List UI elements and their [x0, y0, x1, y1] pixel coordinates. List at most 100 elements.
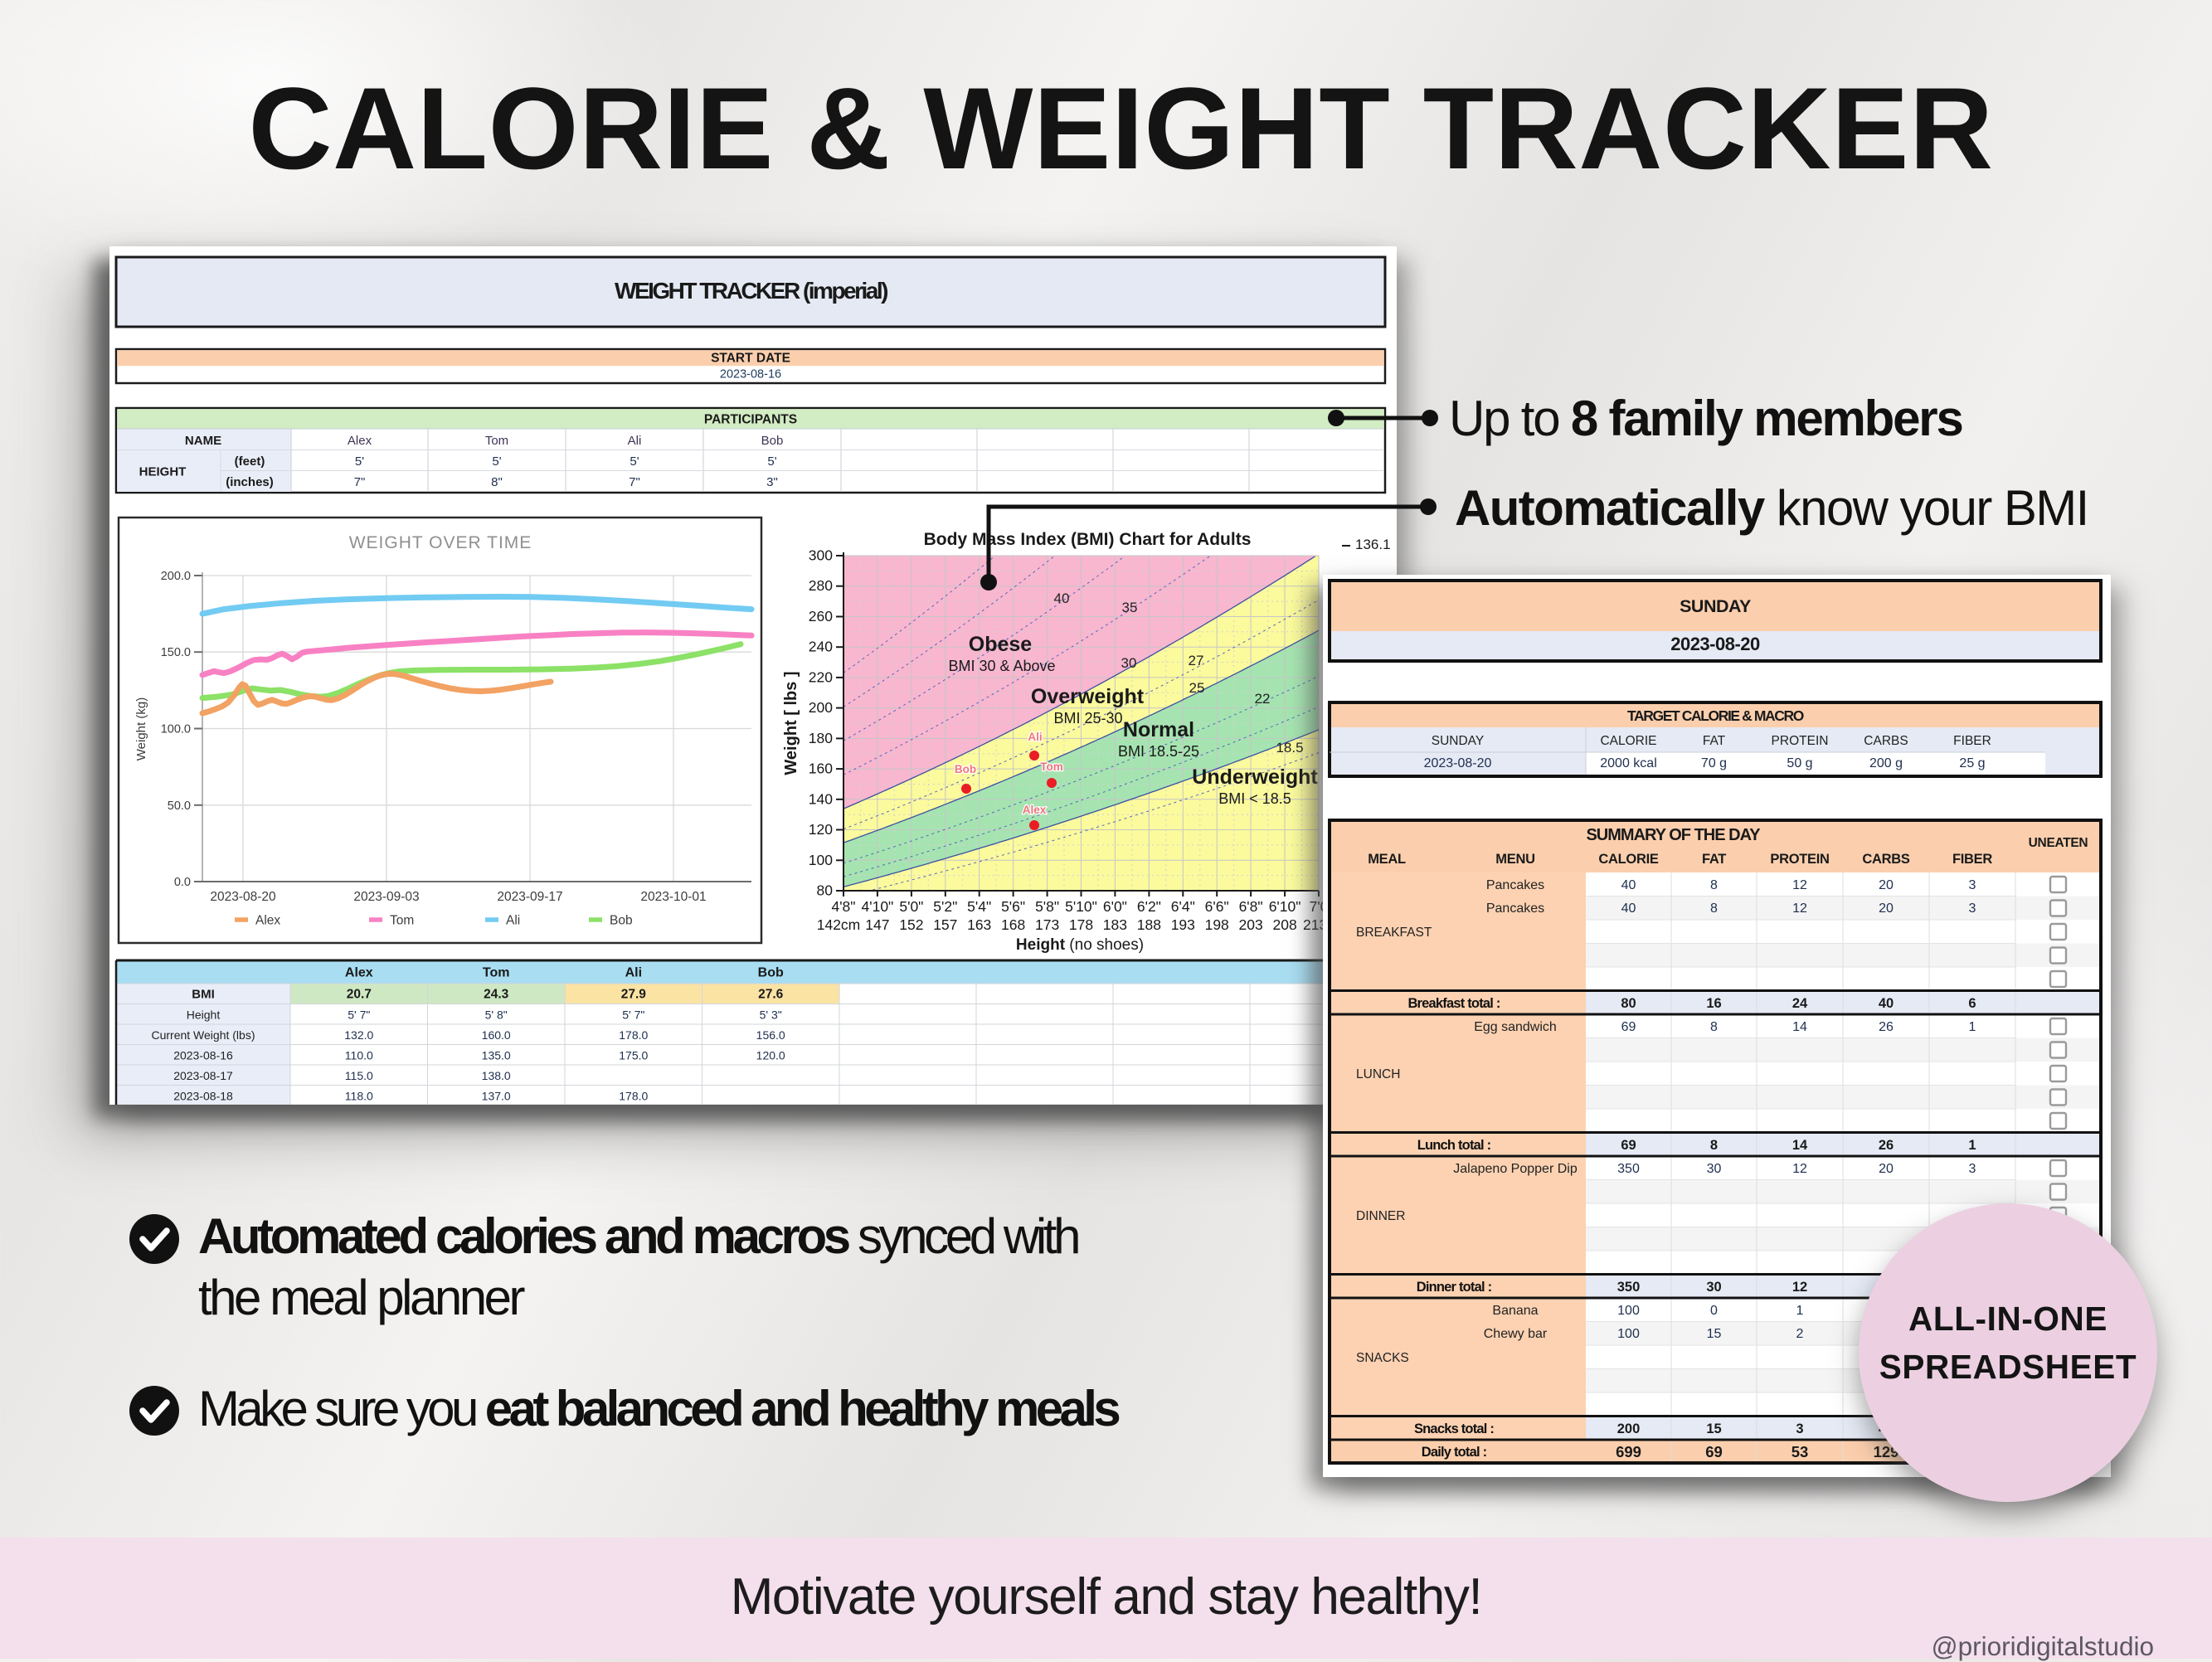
- svg-text:5': 5': [630, 454, 639, 469]
- svg-text:350: 350: [1617, 1280, 1641, 1295]
- svg-text:2: 2: [1796, 1327, 1804, 1341]
- svg-text:163: 163: [967, 916, 991, 933]
- svg-text:280: 280: [809, 577, 833, 594]
- svg-text:25 g: 25 g: [1959, 756, 1985, 770]
- svg-text:Chewy bar: Chewy bar: [1484, 1327, 1548, 1341]
- svg-text:2023-09-17: 2023-09-17: [497, 890, 562, 904]
- svg-text:5'8": 5'8": [1035, 898, 1059, 915]
- svg-text:30: 30: [1121, 655, 1137, 671]
- svg-text:UNEATEN: UNEATEN: [2029, 836, 2088, 850]
- svg-text:118.0: 118.0: [345, 1090, 373, 1103]
- svg-text:3: 3: [1969, 878, 1976, 892]
- svg-text:30: 30: [1707, 1162, 1722, 1176]
- svg-text:Bob: Bob: [610, 914, 633, 928]
- svg-text:Underweight: Underweight: [1192, 765, 1318, 789]
- svg-text:100: 100: [1617, 1327, 1640, 1341]
- svg-text:136.1: 136.1: [1355, 537, 1391, 552]
- svg-text:Weight [ lbs ]: Weight [ lbs ]: [782, 671, 800, 775]
- svg-text:175.0: 175.0: [619, 1049, 648, 1062]
- svg-text:Alex: Alex: [348, 434, 372, 448]
- svg-text:8: 8: [1710, 1138, 1718, 1153]
- svg-text:150.0: 150.0: [161, 646, 191, 659]
- svg-text:5'2": 5'2": [933, 898, 957, 915]
- svg-text:3: 3: [1969, 1162, 1976, 1176]
- svg-text:2023-08-17: 2023-08-17: [173, 1069, 233, 1082]
- svg-text:5': 5': [355, 454, 364, 469]
- svg-text:CALORIE: CALORIE: [1600, 734, 1656, 748]
- svg-text:260: 260: [809, 608, 833, 624]
- svg-text:14: 14: [1792, 1020, 1807, 1034]
- svg-text:Tom: Tom: [390, 914, 414, 928]
- svg-text:CARBS: CARBS: [1862, 852, 1909, 867]
- svg-text:80: 80: [817, 882, 834, 899]
- svg-text:132.0: 132.0: [344, 1028, 373, 1042]
- svg-text:4'8": 4'8": [831, 898, 855, 915]
- svg-text:WEIGHT TRACKER (imperial): WEIGHT TRACKER (imperial): [615, 278, 887, 304]
- svg-text:40: 40: [1879, 996, 1894, 1011]
- svg-text:69: 69: [1705, 1443, 1723, 1460]
- svg-text:2023-08-20: 2023-08-20: [1424, 756, 1492, 770]
- svg-text:Ali: Ali: [1028, 731, 1042, 743]
- svg-text:PROTEIN: PROTEIN: [1770, 852, 1829, 867]
- svg-text:12: 12: [1792, 901, 1807, 916]
- svg-text:8: 8: [1710, 878, 1718, 892]
- svg-text:SUNDAY: SUNDAY: [1432, 734, 1484, 748]
- svg-text:40: 40: [1621, 878, 1636, 892]
- svg-text:5' 3": 5' 3": [760, 1008, 782, 1022]
- svg-text:0.0: 0.0: [174, 876, 191, 889]
- svg-text:Bob: Bob: [758, 966, 784, 980]
- svg-text:137.0: 137.0: [482, 1090, 511, 1103]
- svg-text:Body Mass Index (BMI) Chart fo: Body Mass Index (BMI) Chart for Adults: [924, 530, 1252, 549]
- svg-text:138.0: 138.0: [482, 1069, 511, 1082]
- svg-text:160.0: 160.0: [482, 1028, 511, 1042]
- svg-text:100: 100: [809, 852, 833, 868]
- svg-text:SUNDAY: SUNDAY: [1680, 596, 1751, 616]
- svg-text:TARGET CALORIE & MACRO: TARGET CALORIE & MACRO: [1627, 707, 1804, 724]
- svg-text:147: 147: [865, 916, 889, 933]
- svg-text:DINNER: DINNER: [1356, 1209, 1405, 1223]
- svg-text:80: 80: [1621, 996, 1636, 1011]
- svg-text:6'10": 6'10": [1269, 898, 1301, 915]
- svg-text:Normal: Normal: [1123, 718, 1194, 741]
- svg-text:18.5: 18.5: [1276, 740, 1303, 756]
- svg-text:2000 kcal: 2000 kcal: [1600, 756, 1657, 770]
- svg-text:69: 69: [1621, 1138, 1636, 1153]
- svg-text:Bob: Bob: [955, 763, 976, 775]
- svg-text:193: 193: [1171, 916, 1195, 933]
- svg-text:BREAKFAST: BREAKFAST: [1356, 926, 1432, 940]
- svg-text:120.0: 120.0: [756, 1049, 785, 1062]
- svg-text:350: 350: [1617, 1162, 1640, 1176]
- svg-text:BMI 18.5-25: BMI 18.5-25: [1118, 743, 1199, 760]
- svg-text:3": 3": [766, 475, 778, 489]
- svg-text:Obese: Obese: [969, 633, 1033, 656]
- svg-text:208: 208: [1272, 916, 1296, 933]
- svg-text:Tom: Tom: [485, 434, 508, 448]
- svg-text:120: 120: [809, 821, 833, 838]
- svg-text:178: 178: [1069, 916, 1093, 933]
- svg-text:20: 20: [1879, 878, 1894, 892]
- svg-text:12: 12: [1792, 1280, 1807, 1295]
- svg-text:40: 40: [1621, 901, 1636, 916]
- svg-text:135.0: 135.0: [482, 1049, 511, 1062]
- svg-text:70 g: 70 g: [1701, 756, 1727, 770]
- svg-text:100: 100: [1617, 1304, 1640, 1318]
- svg-text:14: 14: [1792, 1138, 1808, 1153]
- svg-text:173: 173: [1035, 916, 1059, 933]
- svg-text:2023-08-20: 2023-08-20: [1670, 634, 1760, 654]
- svg-text:FAT: FAT: [1703, 734, 1726, 748]
- svg-text:0: 0: [1710, 1304, 1718, 1318]
- svg-text:Height: Height: [187, 1008, 221, 1022]
- svg-text:2023-10-01: 2023-10-01: [640, 890, 706, 904]
- svg-text:16: 16: [1706, 996, 1721, 1011]
- svg-text:FAT: FAT: [1702, 852, 1726, 867]
- svg-text:2023-08-18: 2023-08-18: [173, 1090, 233, 1103]
- svg-text:300: 300: [809, 547, 833, 564]
- svg-text:7": 7": [629, 475, 640, 489]
- svg-text:156.0: 156.0: [756, 1028, 785, 1042]
- svg-text:Dinner total :: Dinner total :: [1417, 1280, 1492, 1295]
- svg-text:699: 699: [1616, 1443, 1641, 1460]
- svg-text:Daily total :: Daily total :: [1422, 1445, 1487, 1460]
- svg-text:200 g: 200 g: [1869, 756, 1903, 770]
- svg-text:6'4": 6'4": [1171, 898, 1195, 915]
- svg-text:50 g: 50 g: [1787, 756, 1812, 770]
